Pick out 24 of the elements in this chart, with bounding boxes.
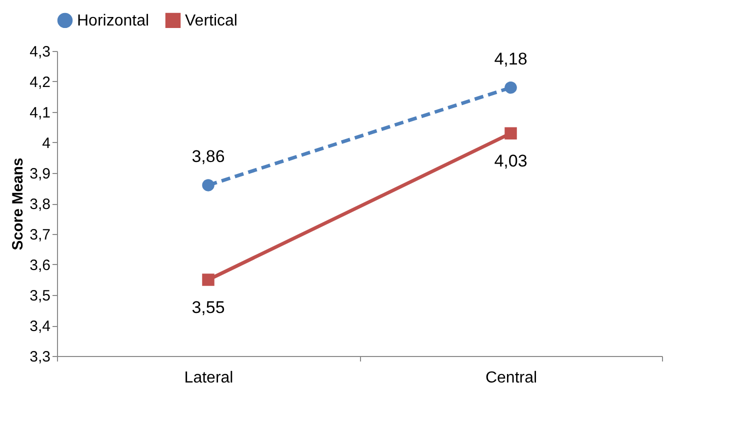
point [504,81,517,94]
y-tick-label: 4,1 [30,104,50,122]
y-tick-label: 3,5 [30,288,50,304]
point [504,127,517,140]
y-tick-label: 4,3 [30,44,50,60]
y-tick-label: 3,8 [30,196,50,213]
point [202,179,214,192]
legend-label: Vertical [185,12,238,30]
x-tick-label: Lateral [184,370,234,386]
y-tick-label: 3,7 [30,226,50,244]
y-tick-label: 3,3 [30,348,50,366]
data-label: 4,03 [494,151,528,170]
y-axis-title: Score Means [10,158,27,250]
y-tick-label: 3,6 [30,257,50,274]
point [202,274,214,286]
y-tick-label: 3,9 [30,166,50,182]
y-tick-label: 4 [42,135,50,152]
data-label: 3,55 [192,298,225,317]
data-label: 3,86 [192,147,225,166]
legend-label: Horizontal [77,12,150,30]
x-tick-label: Central [485,370,538,386]
data-label: 4,18 [494,50,528,69]
y-tick-label: 4,2 [30,74,50,91]
y-tick-label: 3,4 [30,318,50,335]
